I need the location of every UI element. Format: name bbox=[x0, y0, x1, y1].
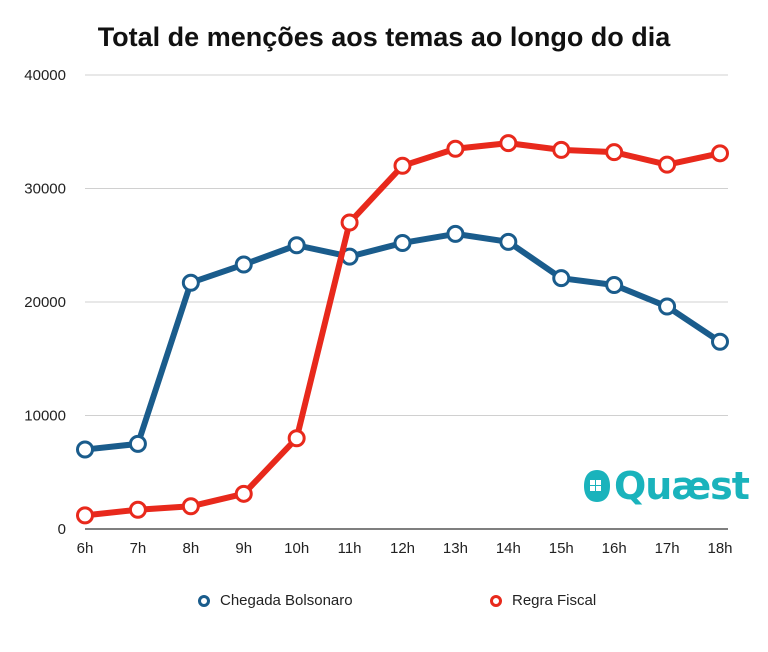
x-tick-label: 15h bbox=[549, 540, 574, 557]
x-tick-label: 9h bbox=[235, 540, 252, 557]
y-tick-label: 20000 bbox=[24, 294, 66, 311]
x-tick-label: 11h bbox=[338, 540, 362, 557]
y-tick-label: 10000 bbox=[24, 408, 66, 425]
legend-marker-regra-fiscal bbox=[490, 594, 502, 607]
y-tick-label: 0 bbox=[58, 521, 66, 538]
data-point-chegada-bolsonaro bbox=[181, 273, 200, 292]
legend-marker-chegada-bolsonaro bbox=[198, 594, 210, 607]
x-tick-label: 14h bbox=[496, 540, 521, 557]
data-point-chegada-bolsonaro bbox=[393, 233, 412, 252]
data-point-regra-fiscal bbox=[181, 497, 200, 516]
data-point-regra-fiscal bbox=[128, 500, 147, 519]
data-point-chegada-bolsonaro bbox=[287, 236, 306, 255]
data-point-regra-fiscal bbox=[658, 155, 677, 174]
data-point-chegada-bolsonaro bbox=[499, 232, 518, 251]
y-tick-label: 40000 bbox=[24, 67, 66, 84]
data-point-regra-fiscal bbox=[446, 139, 465, 158]
data-point-regra-fiscal bbox=[711, 144, 729, 163]
legend-label-chegada-bolsonaro: Chegada Bolsonaro bbox=[220, 592, 353, 609]
chart-title: Total de menções aos temas ao longo do d… bbox=[97, 22, 671, 52]
data-point-chegada-bolsonaro bbox=[234, 255, 253, 274]
data-point-regra-fiscal bbox=[393, 156, 412, 175]
data-point-regra-fiscal bbox=[605, 143, 624, 162]
y-tick-label: 30000 bbox=[24, 181, 66, 198]
x-tick-label: 6h bbox=[77, 540, 94, 557]
data-point-chegada-bolsonaro bbox=[605, 275, 624, 294]
data-point-chegada-bolsonaro bbox=[552, 269, 571, 288]
series-line-regra-fiscal bbox=[82, 140, 723, 519]
data-point-regra-fiscal bbox=[552, 140, 571, 159]
quaest-logo-icon bbox=[584, 470, 610, 502]
legend-item-chegada-bolsonaro: Chegada Bolsonaro bbox=[198, 592, 353, 609]
data-point-chegada-bolsonaro bbox=[446, 224, 465, 243]
x-tick-label: 12h bbox=[390, 540, 415, 557]
x-tick-label: 8h bbox=[182, 540, 199, 557]
data-point-regra-fiscal bbox=[234, 484, 253, 503]
data-point-chegada-bolsonaro bbox=[76, 440, 94, 459]
data-point-chegada-bolsonaro bbox=[711, 332, 729, 351]
x-tick-label: 7h bbox=[130, 540, 147, 557]
legend-item-regra-fiscal: Regra Fiscal bbox=[490, 592, 596, 609]
data-point-regra-fiscal bbox=[499, 134, 518, 153]
series-line-chegada-bolsonaro bbox=[82, 230, 723, 453]
data-point-chegada-bolsonaro bbox=[128, 434, 147, 453]
quaest-logo-text: Quæst bbox=[614, 464, 750, 508]
x-tick-label: 13h bbox=[443, 540, 468, 557]
x-tick-label: 16h bbox=[602, 540, 627, 557]
x-tick-label: 17h bbox=[655, 540, 680, 557]
quaest-logo: Quæst bbox=[582, 464, 750, 508]
x-tick-label: 18h bbox=[707, 540, 732, 557]
data-point-regra-fiscal bbox=[287, 429, 306, 448]
data-point-regra-fiscal bbox=[76, 506, 94, 525]
legend-label-regra-fiscal: Regra Fiscal bbox=[512, 592, 597, 609]
data-point-chegada-bolsonaro bbox=[658, 297, 677, 316]
x-tick-label: 10h bbox=[284, 540, 309, 557]
data-point-regra-fiscal bbox=[340, 213, 359, 232]
